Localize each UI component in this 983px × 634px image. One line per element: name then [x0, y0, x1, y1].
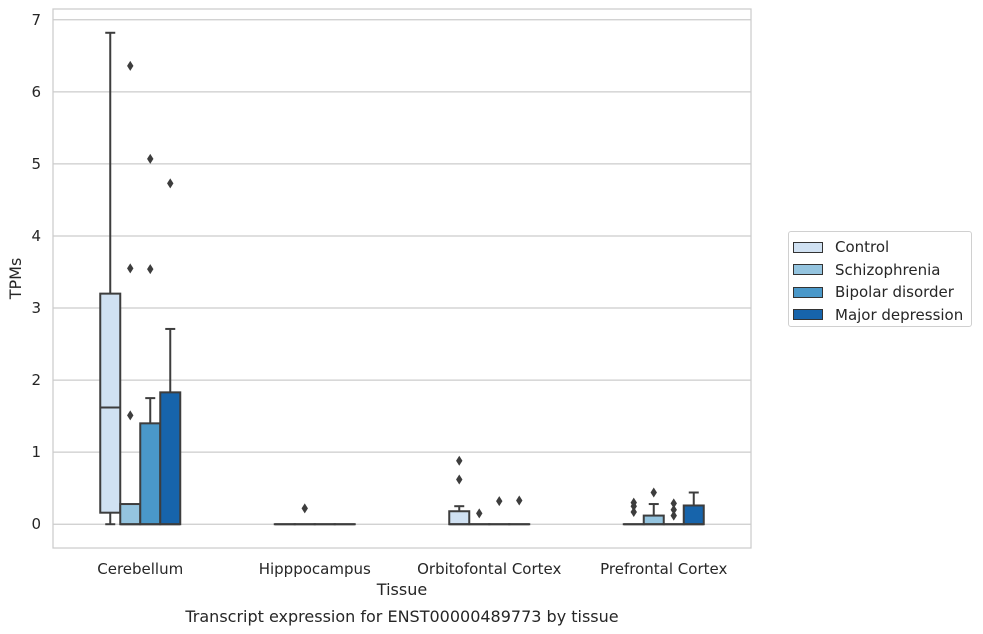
outlier-point [127, 60, 134, 71]
outlier-point [301, 503, 308, 514]
outlier-point [476, 508, 483, 519]
box-control [448, 455, 471, 526]
outlier-point [127, 263, 134, 274]
y-tick-label: 3 [31, 299, 41, 317]
box-schizophrenia [119, 60, 142, 526]
outlier-point [496, 496, 503, 507]
box-bipolar-disorder [139, 153, 162, 526]
outlier-point [456, 455, 463, 466]
y-tick-label: 2 [31, 371, 41, 389]
outlier-point [127, 410, 134, 421]
legend-label: Control [835, 238, 890, 257]
box-control [622, 497, 645, 526]
outlier-point [456, 474, 463, 485]
box-major-depression [682, 491, 705, 526]
legend-item: Schizophrenia [793, 259, 971, 282]
y-axis-ticks: 0 1 2 3 4 5 6 7 [31, 11, 41, 533]
y-axis-label: TPMs [6, 258, 25, 301]
outlier-point [670, 510, 677, 521]
box [682, 504, 705, 526]
y-tick-label: 5 [31, 155, 41, 173]
y-tick-label: 6 [31, 83, 41, 101]
box-major-depression [159, 178, 182, 526]
box [139, 422, 162, 526]
box [448, 510, 471, 526]
x-axis-ticks: Cerebellum Hipppocampus Orbitofontal Corte… [97, 560, 727, 578]
box-schizophrenia [293, 503, 316, 526]
chart-caption: Transcript expression for ENST0000048977… [184, 607, 618, 626]
box-plot-area [99, 31, 705, 526]
legend-swatch [793, 286, 823, 298]
outlier-point [147, 264, 154, 275]
outlier-point [630, 506, 637, 517]
y-tick-label: 1 [31, 443, 41, 461]
legend-label: Bipolar disorder [835, 283, 954, 302]
y-tick-label: 4 [31, 227, 41, 245]
legend-item: Major depression [793, 304, 971, 327]
x-tick-label: Prefrontal Cortex [600, 560, 727, 578]
legend-item: Control [793, 236, 971, 259]
box-major-depression [508, 495, 531, 526]
x-tick-label: Orbitofontal Cortex [417, 560, 561, 578]
legend: Control Schizophrenia Bipolar disorder Majo… [788, 231, 972, 327]
y-tick-label: 0 [31, 515, 41, 533]
legend-label: Schizophrenia [835, 260, 941, 279]
legend-swatch [793, 241, 823, 253]
x-tick-label: Hipppocampus [259, 560, 371, 578]
box [119, 503, 142, 526]
box-bipolar-disorder [488, 496, 511, 526]
outlier-point [147, 153, 154, 164]
box-schizophrenia [468, 508, 491, 526]
box [642, 514, 665, 526]
x-axis-label: Tissue [376, 580, 427, 599]
legend-swatch [793, 309, 823, 321]
box-control [99, 31, 122, 526]
outlier-point [516, 495, 523, 506]
x-tick-label: Cerebellum [97, 560, 183, 578]
outlier-point [167, 178, 174, 189]
outlier-point [670, 504, 677, 515]
plot-frame [52, 8, 752, 549]
legend-label: Major depression [835, 305, 964, 324]
box [99, 292, 122, 514]
box-bipolar-disorder [662, 498, 685, 526]
outlier-point [630, 497, 637, 508]
outlier-point [670, 498, 677, 509]
y-tick-label: 7 [31, 11, 41, 29]
legend-item: Bipolar disorder [793, 281, 971, 304]
box-schizophrenia [642, 487, 665, 526]
box [159, 391, 182, 526]
legend-swatch [793, 264, 823, 276]
outlier-point [650, 487, 657, 498]
